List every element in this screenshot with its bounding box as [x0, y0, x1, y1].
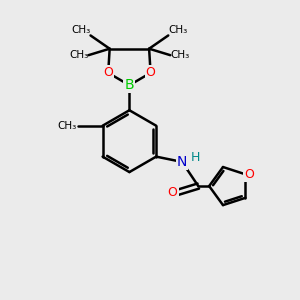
Text: N: N [177, 155, 187, 169]
Text: CH₃: CH₃ [168, 26, 188, 35]
Text: O: O [146, 66, 155, 80]
Text: H: H [190, 151, 200, 164]
Text: O: O [103, 66, 113, 80]
Text: O: O [168, 186, 178, 199]
Text: CH₃: CH₃ [170, 50, 190, 60]
Text: O: O [244, 168, 254, 181]
Text: CH₃: CH₃ [71, 26, 91, 35]
Text: CH₃: CH₃ [58, 121, 77, 131]
Text: CH₃: CH₃ [69, 50, 88, 60]
Text: B: B [124, 78, 134, 92]
